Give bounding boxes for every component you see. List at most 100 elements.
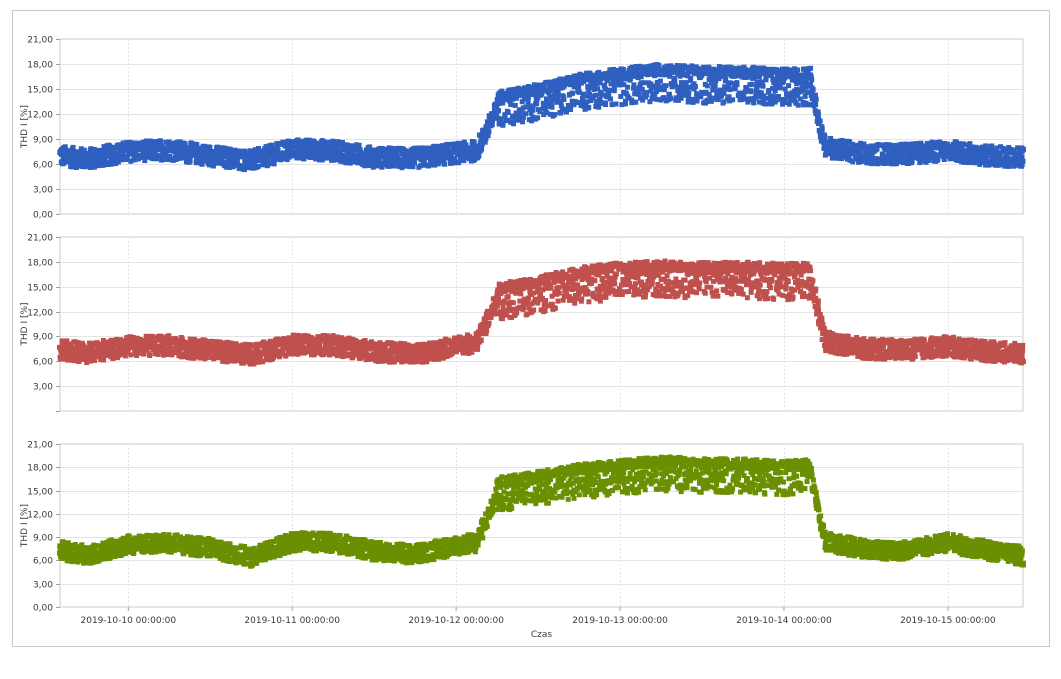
data-point — [123, 338, 129, 344]
y-tick-label: 6,00 — [33, 358, 53, 368]
data-point — [692, 71, 698, 77]
data-point — [363, 349, 369, 355]
data-point — [226, 165, 232, 170]
data-point — [387, 359, 393, 365]
data-point — [758, 90, 764, 96]
data-point — [565, 106, 571, 112]
data-point — [667, 66, 673, 72]
data-point — [512, 117, 518, 123]
data-point — [635, 89, 641, 94]
data-point — [878, 142, 884, 148]
data-point — [164, 347, 170, 353]
series-markers — [57, 258, 1026, 367]
data-point — [1004, 151, 1010, 157]
data-point — [403, 150, 409, 156]
data-point — [739, 97, 745, 102]
data-point — [678, 95, 684, 101]
y-axis-label: THD I [%] — [20, 302, 30, 346]
data-point — [894, 161, 899, 167]
data-point — [795, 67, 800, 73]
data-point — [747, 72, 753, 78]
data-point — [230, 164, 236, 170]
data-point — [342, 348, 348, 354]
data-point — [486, 320, 492, 326]
data-point — [369, 345, 374, 351]
data-point — [275, 147, 281, 153]
data-point — [834, 141, 840, 147]
data-point — [792, 78, 798, 84]
data-point — [688, 96, 694, 102]
data-point — [524, 299, 530, 305]
data-point — [742, 75, 748, 80]
data-point — [407, 346, 413, 352]
data-point — [638, 74, 644, 80]
data-point — [753, 94, 759, 100]
data-point — [763, 95, 769, 101]
data-point — [88, 165, 94, 170]
data-point — [954, 139, 959, 145]
data-point — [146, 351, 152, 357]
data-point — [453, 159, 459, 165]
data-point — [544, 96, 549, 102]
data-point — [123, 140, 129, 146]
data-point — [438, 338, 444, 344]
data-point — [133, 147, 139, 153]
data-point — [892, 142, 898, 148]
data-point — [555, 94, 560, 100]
data-point — [241, 358, 247, 364]
data-point — [799, 88, 805, 94]
data-point — [955, 157, 961, 163]
data-point — [796, 88, 802, 93]
data-point — [141, 151, 147, 157]
y-tick-label: 0,00 — [33, 211, 53, 221]
data-point — [239, 353, 245, 359]
data-point — [602, 82, 608, 88]
data-point — [853, 155, 859, 161]
data-point — [861, 141, 867, 147]
data-point — [61, 356, 67, 362]
data-point — [576, 85, 582, 90]
data-point — [955, 153, 961, 159]
data-point — [505, 110, 511, 115]
data-point — [128, 352, 134, 358]
data-point — [504, 312, 510, 318]
data-point — [691, 81, 697, 87]
data-point — [633, 99, 639, 105]
data-point — [440, 158, 446, 164]
data-point — [580, 96, 585, 102]
data-point — [732, 86, 738, 92]
data-point — [620, 76, 626, 81]
data-point — [497, 100, 503, 106]
data-point — [1020, 158, 1026, 164]
data-point — [280, 350, 286, 356]
data-point — [161, 350, 167, 356]
data-point — [717, 87, 723, 93]
data-point — [1019, 162, 1025, 167]
data-point — [521, 305, 527, 311]
data-point — [281, 336, 287, 342]
data-point — [895, 152, 901, 158]
data-point — [389, 341, 395, 346]
data-point — [708, 98, 714, 104]
data-point — [525, 84, 531, 89]
data-point — [716, 96, 721, 102]
data-point — [598, 89, 604, 95]
data-point — [385, 156, 391, 161]
data-point — [631, 82, 637, 88]
data-point — [109, 337, 114, 343]
y-axis-label: THD I [%] — [20, 105, 30, 149]
data-point — [461, 158, 467, 164]
data-point — [661, 87, 667, 93]
y-tick-label: 3,00 — [33, 186, 53, 196]
data-point — [843, 144, 849, 150]
data-point — [847, 157, 853, 163]
data-point — [283, 353, 289, 359]
data-point — [931, 151, 937, 157]
data-point — [326, 145, 331, 151]
data-point — [470, 153, 476, 159]
data-point — [810, 87, 816, 93]
data-point — [683, 64, 689, 70]
data-point — [712, 84, 718, 90]
data-point — [471, 140, 477, 145]
data-point — [561, 97, 567, 103]
